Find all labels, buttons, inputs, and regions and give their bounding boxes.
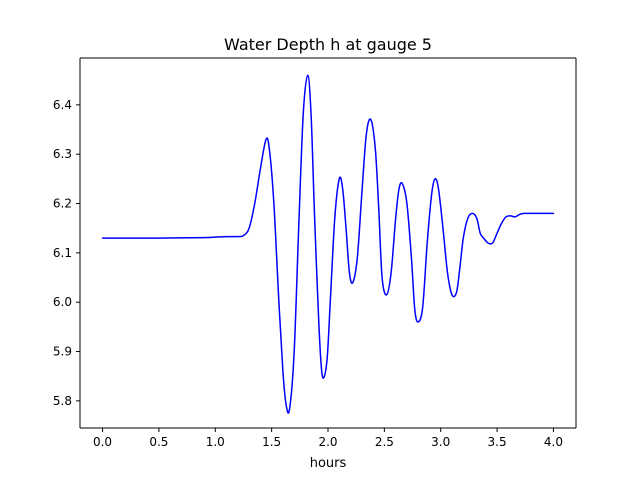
y-tick-label: 6.3 (53, 147, 72, 161)
y-tick-label: 6.4 (53, 98, 72, 112)
y-tick-label: 5.9 (53, 345, 72, 359)
x-tick-label: 2.5 (375, 435, 394, 449)
chart-title: Water Depth h at gauge 5 (224, 35, 432, 54)
x-tick-label: 0.5 (149, 435, 168, 449)
y-tick-label: 6.1 (53, 246, 72, 260)
x-tick-label: 3.5 (488, 435, 507, 449)
x-axis-label: hours (310, 456, 347, 471)
y-tick-label: 6.2 (53, 197, 72, 211)
x-tick-label: 2.0 (318, 435, 337, 449)
y-tick-label: 6.0 (53, 295, 72, 309)
x-tick-label: 4.0 (544, 435, 563, 449)
x-axis-ticks: 0.0 0.5 1.0 1.5 2.0 2.5 3.0 3.5 4.0 (93, 428, 563, 449)
series-line (101, 74, 555, 414)
x-tick-label: 1.5 (262, 435, 281, 449)
y-tick-label: 5.8 (53, 394, 72, 408)
x-tick-label: 3.0 (431, 435, 450, 449)
plot-area (80, 58, 576, 428)
x-tick-label: 1.0 (206, 435, 225, 449)
y-axis-ticks: 5.8 5.9 6.0 6.1 6.2 6.3 6.4 (53, 98, 80, 408)
line-layer (101, 74, 555, 414)
axes-frame (79, 57, 577, 429)
x-tick-label: 0.0 (93, 435, 112, 449)
